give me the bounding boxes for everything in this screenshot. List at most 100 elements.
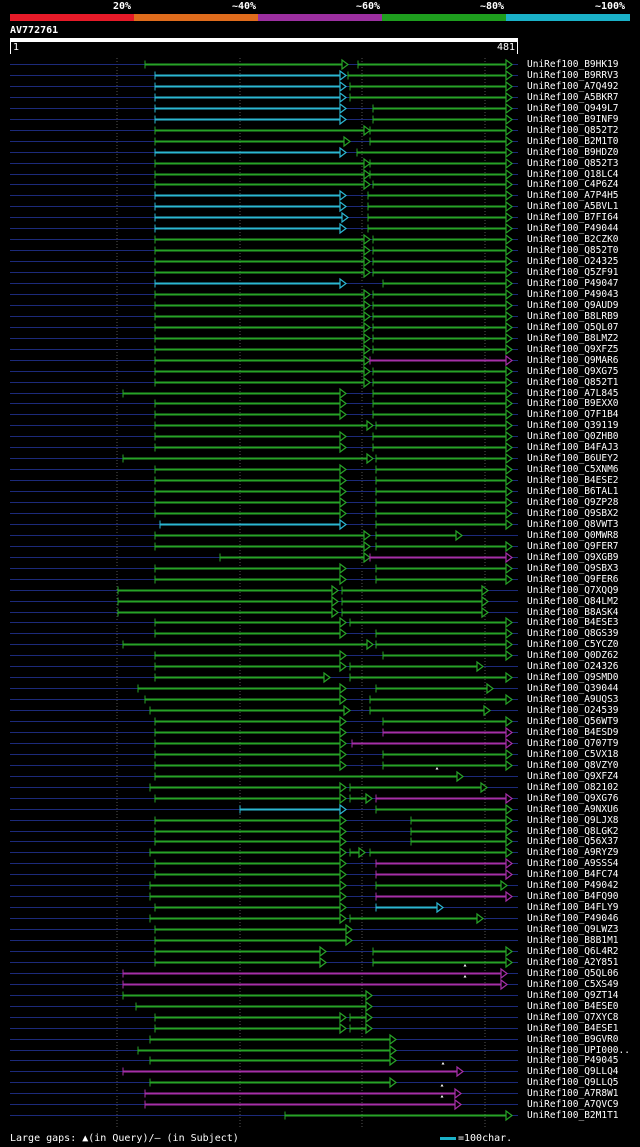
- hit-label[interactable]: UniRef100_Q949L7: [527, 102, 619, 114]
- hit-label[interactable]: UniRef100_Q0MWR8: [527, 529, 619, 541]
- hit-label[interactable]: UniRef100_B9HK19: [527, 58, 619, 70]
- hit-label[interactable]: UniRef100_A5BVL1: [527, 200, 619, 212]
- hit-label[interactable]: UniRef100_B4ESE3: [527, 616, 619, 628]
- hit-label[interactable]: UniRef100_A9NXU6: [527, 803, 619, 815]
- hit-label[interactable]: UniRef100_Q18LC4: [527, 168, 619, 180]
- hit-label[interactable]: UniRef100_Q8LGK2: [527, 825, 619, 837]
- hit-label[interactable]: UniRef100_O24325: [527, 255, 619, 267]
- hit-label[interactable]: UniRef100_B2M1T0: [527, 135, 619, 147]
- hit-label[interactable]: UniRef100_Q9AUD9: [527, 299, 619, 311]
- hit-label[interactable]: UniRef100_Q0DZ62: [527, 649, 619, 661]
- hit-label[interactable]: UniRef100_B9EXX0: [527, 397, 619, 409]
- hit-label[interactable]: UniRef100_Q9ZT14: [527, 989, 619, 1001]
- hit-label[interactable]: UniRef100_O82102: [527, 781, 619, 793]
- hit-label[interactable]: UniRef100_A7QVC9: [527, 1098, 619, 1110]
- hit-label[interactable]: UniRef100_Q7XYC8: [527, 1011, 619, 1023]
- hit-label[interactable]: UniRef100_Q84LM2: [527, 595, 619, 607]
- hit-label[interactable]: UniRef100_Q9FER7: [527, 540, 619, 552]
- hit-label[interactable]: UniRef100_C5XS49: [527, 978, 619, 990]
- hit-segment-arrow: [363, 299, 371, 312]
- hit-label[interactable]: UniRef100_C4P6Z4: [527, 178, 619, 190]
- hit-label[interactable]: UniRef100_P49042: [527, 879, 619, 891]
- hit-label[interactable]: UniRef100_Q852T0: [527, 244, 619, 256]
- hit-label[interactable]: UniRef100_Q9XG75: [527, 365, 619, 377]
- hit-segment-arrow: [339, 397, 347, 410]
- hit-label[interactable]: UniRef100_A7P4H5: [527, 189, 619, 201]
- hit-label[interactable]: UniRef100_Q9MAR6: [527, 354, 619, 366]
- hit-label[interactable]: UniRef100_A2Y851: [527, 956, 619, 968]
- hit-label[interactable]: UniRef100_B9HDZ0: [527, 146, 619, 158]
- hit-label[interactable]: UniRef100_Q7XQQ9: [527, 584, 619, 596]
- hit-label[interactable]: UniRef100_B4ESD9: [527, 726, 619, 738]
- hit-label[interactable]: UniRef100_O24326: [527, 660, 619, 672]
- hit-label[interactable]: UniRef100_B8LMZ2: [527, 332, 619, 344]
- hit-label[interactable]: UniRef100_Q707T9: [527, 737, 619, 749]
- hit-label[interactable]: UniRef100_C5YCZ0: [527, 638, 619, 650]
- hit-segment-arrow: [505, 397, 513, 410]
- hit-label[interactable]: UniRef100_A5BKR7: [527, 91, 619, 103]
- hit-label[interactable]: UniRef100_B9GVR0: [527, 1033, 619, 1045]
- hit-label[interactable]: UniRef100_Q9FER6: [527, 573, 619, 585]
- hit-label[interactable]: UniRef100_Q7F1B4: [527, 408, 619, 420]
- hit-label[interactable]: UniRef100_B4FQ90: [527, 890, 619, 902]
- hit-label[interactable]: UniRef100_Q9XFZ5: [527, 343, 619, 355]
- hit-label[interactable]: UniRef100_B7FI64: [527, 211, 619, 223]
- hit-label[interactable]: UniRef100_Q9XGB9: [527, 551, 619, 563]
- hit-label[interactable]: UniRef100_Q8VWT3: [527, 518, 619, 530]
- hit-label[interactable]: UniRef100_Q56WT9: [527, 715, 619, 727]
- hit-label[interactable]: UniRef100_B8B1M1: [527, 934, 619, 946]
- hit-label[interactable]: UniRef100_Q0ZHB0: [527, 430, 619, 442]
- hit-label[interactable]: UniRef100_C5VX18: [527, 748, 619, 760]
- hit-label[interactable]: UniRef100_B4ESE2: [527, 474, 619, 486]
- hit-label[interactable]: UniRef100_Q6L4R2: [527, 945, 619, 957]
- hit-label[interactable]: UniRef100_B4ESE1: [527, 1022, 619, 1034]
- hit-label[interactable]: UniRef100_Q39044: [527, 682, 619, 694]
- hit-label[interactable]: UniRef100_A7Q492: [527, 80, 619, 92]
- hit-label[interactable]: UniRef100_B4FC74: [527, 868, 619, 880]
- hit-label[interactable]: UniRef100_B8ASK4: [527, 606, 619, 618]
- hit-label[interactable]: UniRef100_B4ESE0: [527, 1000, 619, 1012]
- hit-label[interactable]: UniRef100_P49044: [527, 222, 619, 234]
- hit-label[interactable]: UniRef100_Q9LWZ3: [527, 923, 619, 935]
- hit-label[interactable]: UniRef100_P49047: [527, 277, 619, 289]
- hit-label[interactable]: UniRef100_B2CZK0: [527, 233, 619, 245]
- hit-label[interactable]: UniRef100_B4FLY9: [527, 901, 619, 913]
- hit-label[interactable]: UniRef100_Q5ZF91: [527, 266, 619, 278]
- hit-label[interactable]: UniRef100_A9RYZ9: [527, 846, 619, 858]
- hit-label[interactable]: UniRef100_Q5QL06: [527, 967, 619, 979]
- hit-label[interactable]: UniRef100_B4FAJ3: [527, 441, 619, 453]
- hit-label[interactable]: UniRef100_A7R8W1: [527, 1087, 619, 1099]
- hit-label[interactable]: UniRef100_Q9LLQ5: [527, 1076, 619, 1088]
- hit-label[interactable]: UniRef100_P49046: [527, 912, 619, 924]
- hit-label[interactable]: UniRef100_Q9ZP28: [527, 496, 619, 508]
- hit-label[interactable]: UniRef100_B8LRB9: [527, 310, 619, 322]
- hit-label[interactable]: UniRef100_Q9SMD0: [527, 671, 619, 683]
- hit-label[interactable]: UniRef100_C5XNM6: [527, 463, 619, 475]
- hit-label[interactable]: UniRef100_A9SSS4: [527, 857, 619, 869]
- hit-label[interactable]: UniRef100_Q5QL07: [527, 321, 619, 333]
- hit-label[interactable]: UniRef100_P49045: [527, 1054, 619, 1066]
- hit-label[interactable]: UniRef100_Q9SBX2: [527, 507, 619, 519]
- hit-label[interactable]: UniRef100_P49043: [527, 288, 619, 300]
- hit-label[interactable]: UniRef100_B6TAL1: [527, 485, 619, 497]
- hit-label[interactable]: UniRef100_A7L845: [527, 387, 619, 399]
- hit-label[interactable]: UniRef100_Q852T1: [527, 376, 619, 388]
- hit-label[interactable]: UniRef100_Q56X37: [527, 835, 619, 847]
- hit-label[interactable]: UniRef100_B6UEY2: [527, 452, 619, 464]
- hit-label[interactable]: UniRef100_A9UQS3: [527, 693, 619, 705]
- hit-label[interactable]: UniRef100_B9RRV3: [527, 69, 619, 81]
- hit-label[interactable]: UniRef100_Q852T3: [527, 157, 619, 169]
- hit-label[interactable]: UniRef100_Q9SBX3: [527, 562, 619, 574]
- hit-label[interactable]: UniRef100_Q9LLQ4: [527, 1065, 619, 1077]
- hit-label[interactable]: UniRef100_Q39119: [527, 419, 619, 431]
- hit-label[interactable]: UniRef100_Q8GS39: [527, 627, 619, 639]
- hit-label[interactable]: UniRef100_Q9LJX8: [527, 814, 619, 826]
- hit-label[interactable]: UniRef100_UPI000..: [527, 1044, 630, 1056]
- hit-label[interactable]: UniRef100_Q8VZY0: [527, 759, 619, 771]
- hit-label[interactable]: UniRef100_Q852T2: [527, 124, 619, 136]
- hit-label[interactable]: UniRef100_B2M1T1: [527, 1109, 619, 1121]
- hit-label[interactable]: UniRef100_B9INF9: [527, 113, 619, 125]
- hit-label[interactable]: UniRef100_Q9XFZ4: [527, 770, 619, 782]
- hit-label[interactable]: UniRef100_Q9XG76: [527, 792, 619, 804]
- hit-label[interactable]: UniRef100_O24539: [527, 704, 619, 716]
